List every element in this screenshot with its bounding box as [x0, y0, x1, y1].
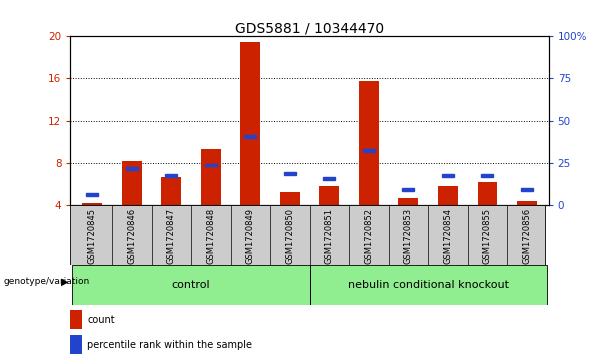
Text: percentile rank within the sample: percentile rank within the sample — [87, 340, 252, 350]
Text: GSM1720853: GSM1720853 — [404, 208, 413, 264]
Bar — [359, 81, 379, 205]
Bar — [363, 149, 375, 152]
Bar — [280, 192, 300, 205]
Text: GSM1720856: GSM1720856 — [522, 208, 531, 264]
Bar — [161, 177, 181, 205]
Bar — [70, 335, 83, 354]
Bar — [319, 186, 339, 205]
Text: GSM1720851: GSM1720851 — [325, 208, 334, 264]
Text: GSM1720849: GSM1720849 — [246, 208, 255, 264]
Bar — [398, 198, 418, 205]
Bar — [442, 174, 454, 177]
Bar — [82, 203, 102, 205]
Bar — [517, 201, 537, 205]
Bar — [86, 193, 98, 196]
Text: GSM1720845: GSM1720845 — [88, 208, 97, 264]
Bar — [201, 149, 221, 205]
Bar — [205, 163, 217, 167]
Bar — [481, 174, 493, 177]
Bar — [240, 42, 260, 205]
Text: GSM1720847: GSM1720847 — [167, 208, 176, 264]
Bar — [126, 167, 138, 170]
Text: GSM1720855: GSM1720855 — [483, 208, 492, 264]
Text: control: control — [172, 280, 210, 290]
Bar — [402, 188, 414, 191]
Text: nebulin conditional knockout: nebulin conditional knockout — [348, 280, 509, 290]
Bar — [245, 135, 256, 138]
Bar — [521, 188, 533, 191]
Text: GSM1720852: GSM1720852 — [364, 208, 373, 264]
Bar — [72, 265, 310, 305]
Text: count: count — [87, 315, 115, 325]
Bar — [310, 265, 547, 305]
Bar — [122, 161, 142, 205]
Bar — [324, 177, 335, 180]
Bar — [166, 174, 177, 177]
Text: GSM1720850: GSM1720850 — [285, 208, 294, 264]
Text: genotype/variation: genotype/variation — [3, 277, 89, 286]
Title: GDS5881 / 10344470: GDS5881 / 10344470 — [235, 21, 384, 35]
Text: GSM1720854: GSM1720854 — [443, 208, 452, 264]
Bar — [478, 182, 497, 205]
Bar — [284, 172, 295, 175]
Bar — [70, 310, 83, 330]
Text: GSM1720846: GSM1720846 — [128, 208, 136, 264]
Text: ▶: ▶ — [61, 276, 68, 286]
Text: GSM1720848: GSM1720848 — [207, 208, 215, 264]
Bar — [438, 186, 458, 205]
